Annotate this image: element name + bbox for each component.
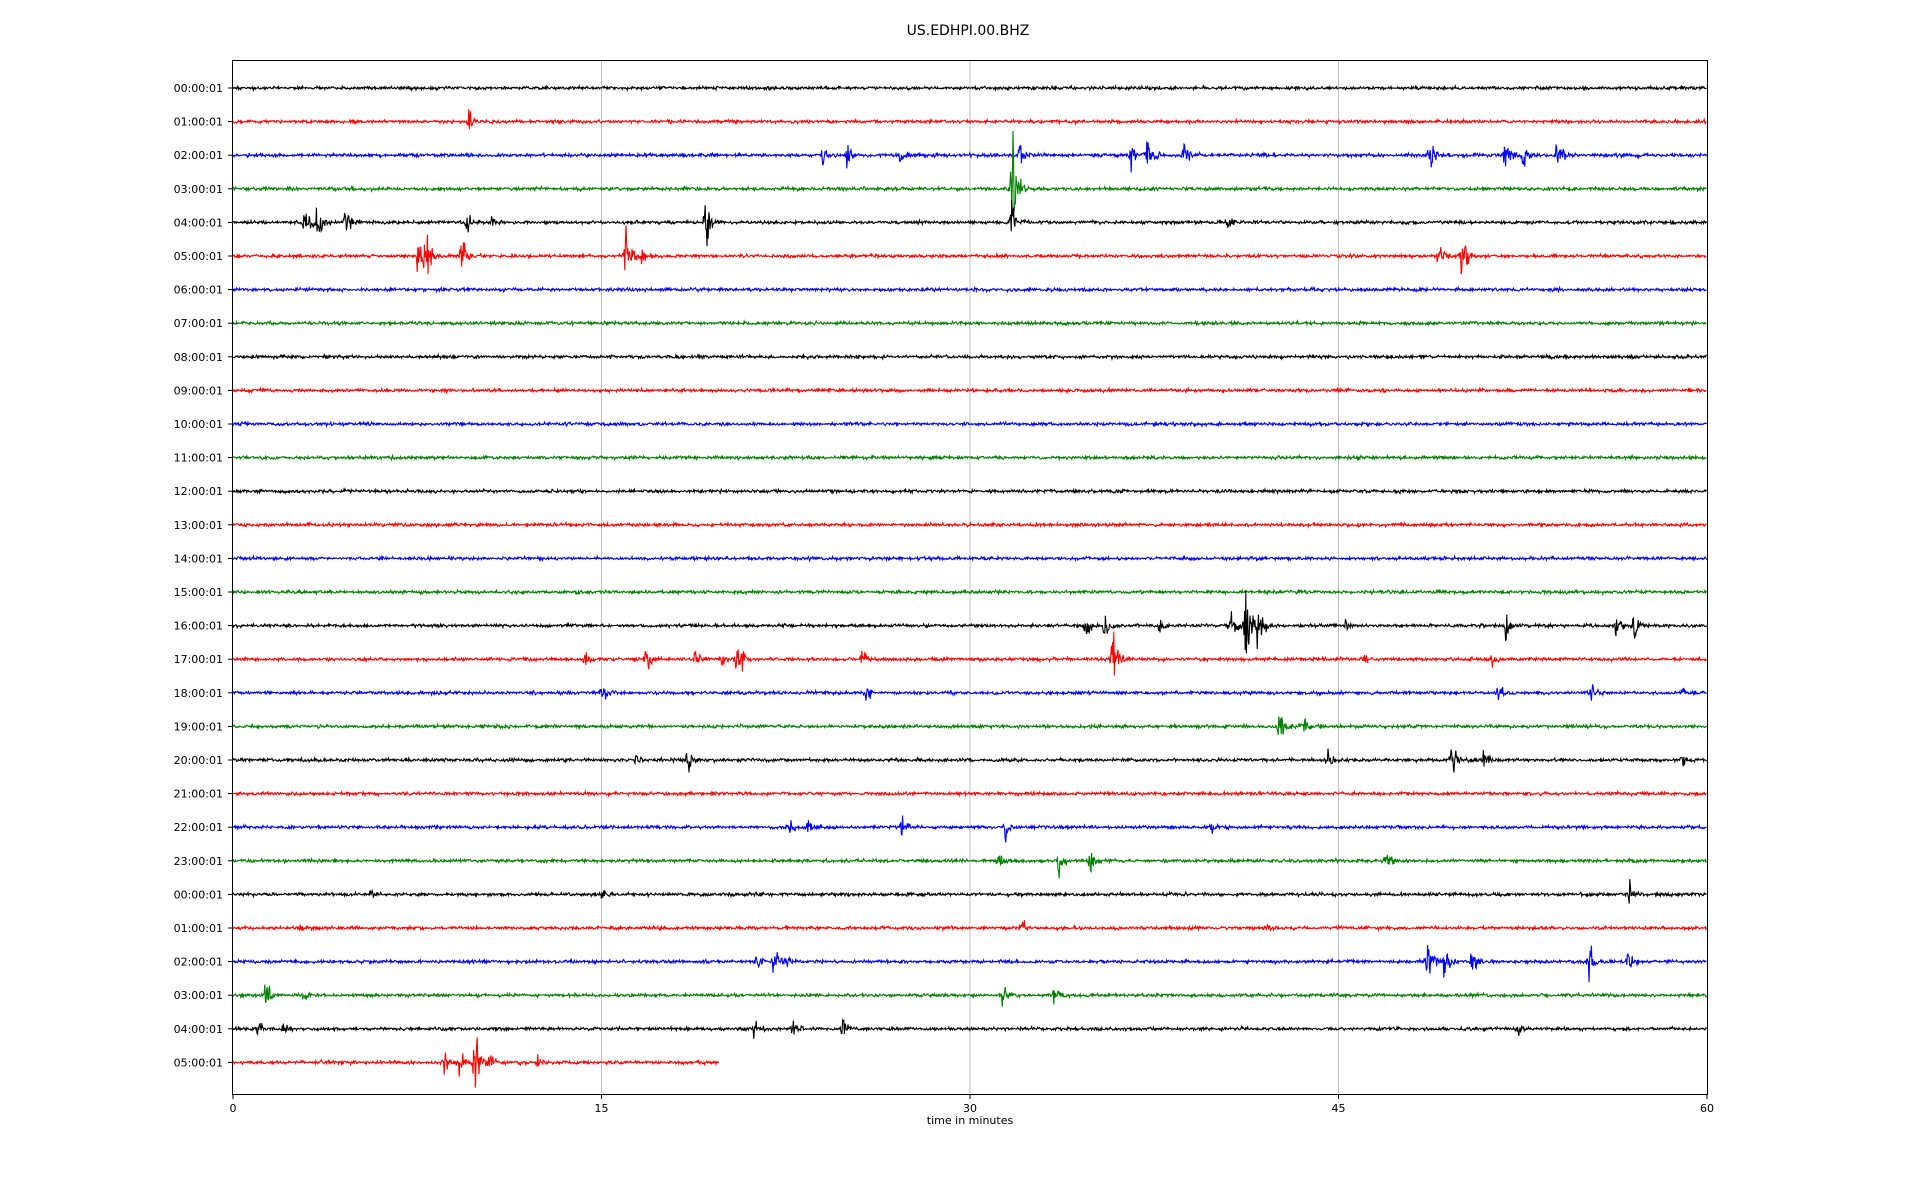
row-time-label: 18:00:01	[174, 687, 223, 700]
trace-row-26	[232, 919, 1708, 933]
trace-row-4	[232, 130, 1707, 212]
x-tick-label: 0	[230, 1102, 237, 1115]
trace-row-21	[232, 748, 1708, 773]
trace-row-17	[232, 590, 1708, 654]
row-time-label: 02:00:01	[174, 956, 223, 969]
trace-row-27	[232, 944, 1707, 983]
trace-row-19	[232, 684, 1708, 701]
row-time-label: 09:00:01	[174, 384, 223, 397]
x-tick-label: 30	[963, 1102, 977, 1115]
row-time-labels: 00:00:01 01:00:01 02:00:01 03:00:01 04:00:01…	[174, 82, 233, 1069]
row-time-label: 16:00:01	[174, 620, 223, 633]
trace-rows	[232, 83, 1708, 1088]
row-time-label: 08:00:01	[174, 351, 223, 364]
x-axis-label: time in minutes	[927, 1114, 1014, 1127]
trace-row-9	[232, 352, 1707, 362]
row-time-label: 14:00:01	[174, 552, 223, 565]
trace-row-25	[232, 879, 1708, 904]
row-time-label: 07:00:01	[174, 317, 223, 330]
row-time-label: 01:00:01	[174, 922, 223, 935]
x-axis-ticks: 0 15 30 45 60	[230, 1094, 1714, 1115]
row-time-label: 02:00:01	[174, 149, 223, 162]
trace-row-22	[232, 789, 1707, 798]
trace-row-13	[232, 486, 1708, 496]
row-time-label: 17:00:01	[174, 653, 223, 666]
row-time-label: 15:00:01	[174, 586, 223, 599]
row-time-label: 03:00:01	[174, 183, 223, 196]
row-time-label: 11:00:01	[174, 452, 223, 465]
trace-row-28	[232, 984, 1708, 1007]
row-time-label: 21:00:01	[174, 788, 223, 801]
trace-row-24	[232, 852, 1708, 879]
trace-row-30	[232, 1037, 719, 1088]
row-time-label: 20:00:01	[174, 754, 223, 767]
row-time-label: 05:00:01	[174, 250, 223, 263]
x-tick-label: 15	[595, 1102, 609, 1115]
row-time-label: 22:00:01	[174, 821, 223, 834]
row-time-label: 23:00:01	[174, 855, 223, 868]
row-time-label: 06:00:01	[174, 284, 223, 297]
row-time-label: 10:00:01	[174, 418, 223, 431]
row-time-label: 05:00:01	[174, 1056, 223, 1069]
row-time-label: 04:00:01	[174, 1023, 223, 1036]
x-tick-label: 45	[1332, 1102, 1346, 1115]
row-time-label: 12:00:01	[174, 485, 223, 498]
trace-row-7	[232, 285, 1708, 294]
row-time-label: 03:00:01	[174, 989, 223, 1002]
trace-row-3	[232, 141, 1708, 173]
trace-row-23	[232, 815, 1707, 843]
row-time-label: 00:00:01	[174, 82, 223, 95]
trace-row-12	[232, 453, 1707, 462]
trace-row-15	[232, 553, 1708, 563]
trace-row-5	[232, 199, 1708, 247]
x-tick-label: 60	[1700, 1102, 1714, 1115]
trace-row-18	[232, 631, 1707, 676]
row-time-label: 00:00:01	[174, 888, 223, 901]
row-time-label: 04:00:01	[174, 216, 223, 229]
trace-row-29	[232, 1018, 1708, 1039]
trace-row-8	[232, 319, 1707, 328]
trace-row-16	[232, 588, 1708, 597]
trace-row-6	[232, 225, 1707, 275]
chart-title: US.EDHPI.00.BHZ	[907, 23, 1030, 39]
trace-row-11	[232, 420, 1708, 429]
trace-row-20	[232, 716, 1708, 736]
row-time-label: 19:00:01	[174, 720, 223, 733]
row-time-label: 01:00:01	[174, 116, 223, 129]
row-time-label: 13:00:01	[174, 519, 223, 532]
trace-row-1	[232, 83, 1707, 93]
trace-row-2	[232, 108, 1707, 130]
trace-row-14	[232, 520, 1707, 529]
trace-row-10	[232, 385, 1707, 395]
vertical-grid	[601, 60, 1339, 1094]
